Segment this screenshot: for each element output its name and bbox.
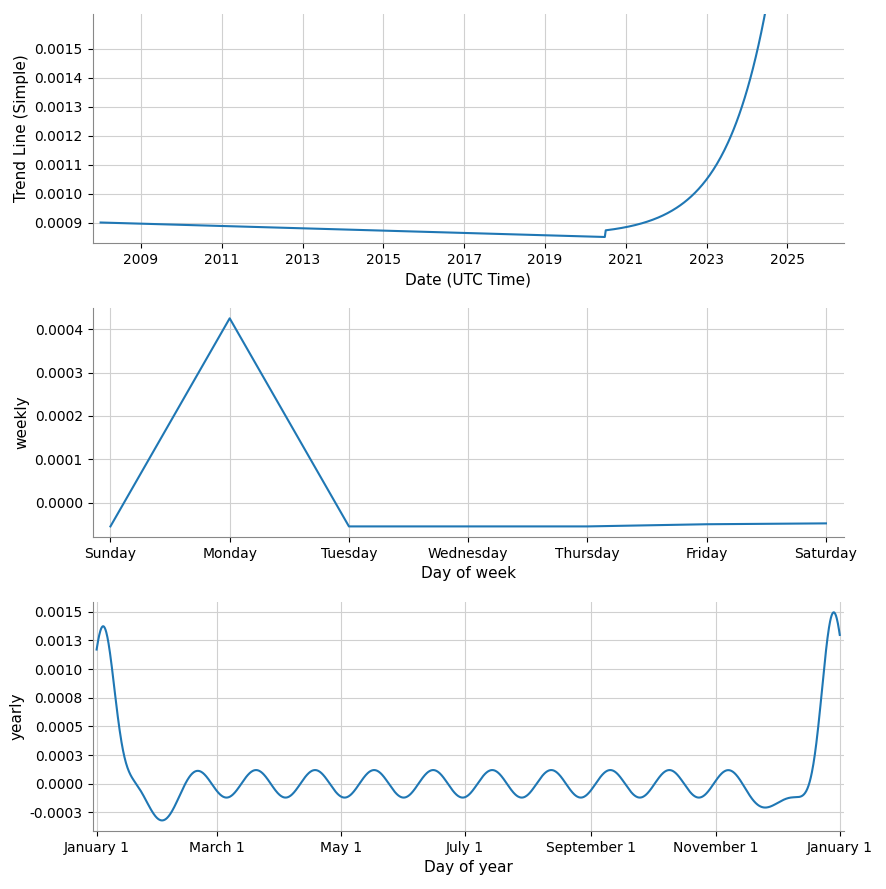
X-axis label: Day of week: Day of week bbox=[420, 566, 515, 581]
Y-axis label: weekly: weekly bbox=[14, 396, 29, 449]
X-axis label: Date (UTC Time): Date (UTC Time) bbox=[405, 272, 531, 287]
Y-axis label: yearly: yearly bbox=[9, 693, 24, 741]
X-axis label: Day of year: Day of year bbox=[424, 861, 512, 875]
Y-axis label: Trend Line (Simple): Trend Line (Simple) bbox=[14, 54, 29, 202]
